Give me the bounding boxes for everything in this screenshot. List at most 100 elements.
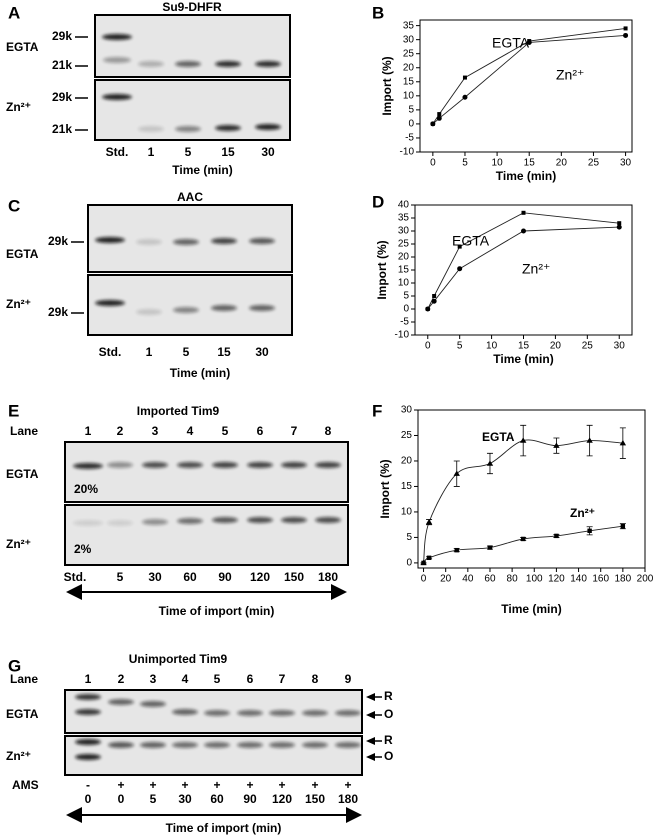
form-marker: O	[384, 749, 393, 763]
lane-note: 2%	[74, 542, 92, 556]
lane-label: 120	[250, 570, 270, 584]
size-marker: 29k	[52, 90, 72, 104]
y-tick-label: 5	[403, 291, 409, 302]
size-marker: 29k	[48, 305, 68, 319]
lane-number: 6	[257, 424, 264, 438]
lane-number: 6	[247, 672, 254, 686]
gel-title: Imported Tim9	[137, 404, 220, 418]
gel-band	[204, 710, 230, 716]
gel-band	[269, 742, 295, 748]
gel-band	[103, 57, 131, 63]
gel-band	[237, 710, 263, 716]
lane-label: Std.	[106, 145, 129, 159]
y-tick-label: 15	[403, 76, 415, 87]
lane-label: 5	[150, 792, 157, 806]
lane-label: 180	[338, 792, 358, 806]
series-line	[423, 525, 623, 564]
gel-band	[175, 61, 201, 67]
gel-band	[108, 699, 134, 705]
data-point	[623, 32, 629, 38]
lane-label: 0	[118, 792, 125, 806]
data-point	[430, 121, 436, 127]
gel-panel	[64, 504, 349, 566]
panel-letter: B	[372, 3, 384, 22]
lane-label: Std.	[99, 345, 122, 359]
series-label: Zn²⁺	[556, 67, 584, 83]
gel-band	[212, 462, 238, 468]
gel-band	[95, 237, 125, 243]
gel-band	[315, 517, 341, 523]
gel-title: Unimported Tim9	[129, 652, 228, 666]
lane-number: 7	[291, 424, 298, 438]
x-tick-label: 5	[462, 158, 468, 169]
gel-band	[215, 125, 241, 131]
data-point	[432, 294, 437, 298]
x-tick-label: 15	[524, 158, 536, 169]
x-axis-title: Time (min)	[496, 169, 556, 183]
data-point	[521, 228, 526, 234]
y-tick-label: -5	[400, 317, 409, 328]
x-tick-label: 180	[615, 574, 632, 585]
gel-band	[269, 710, 295, 716]
gel-band	[75, 739, 101, 745]
data-point	[616, 224, 622, 230]
lane-label: 30	[178, 792, 192, 806]
gel-band	[95, 300, 125, 306]
panel-letter: G	[8, 656, 21, 675]
data-point	[457, 266, 463, 272]
treatment-sign: -	[86, 778, 90, 792]
x-tick-label: 25	[588, 158, 600, 169]
gel-band	[204, 742, 230, 748]
row-label: EGTA	[6, 707, 39, 721]
gel-band	[136, 239, 162, 245]
data-point	[586, 437, 593, 443]
x-tick-label: 25	[582, 341, 594, 352]
y-tick-label: 5	[408, 105, 414, 116]
lane-label: 150	[305, 792, 325, 806]
gel-band	[215, 61, 241, 67]
treatment-sign: +	[117, 778, 124, 792]
gel-panel	[64, 441, 349, 503]
gel-band	[107, 462, 133, 468]
gel-panel	[94, 14, 291, 78]
form-marker: O	[384, 707, 393, 721]
x-tick-label: 0	[425, 341, 431, 352]
lane-label: 15	[217, 345, 231, 359]
treatment-sign: +	[344, 778, 351, 792]
data-point	[487, 545, 493, 550]
y-tick-label: 30	[403, 34, 415, 45]
y-tick-label: 5	[406, 532, 412, 543]
lane-label: 30	[148, 570, 162, 584]
form-marker: R	[384, 733, 393, 747]
gel-band	[211, 305, 237, 311]
gel-band	[175, 126, 201, 132]
gel-band	[255, 61, 281, 67]
x-tick-label: 0	[421, 574, 427, 585]
gel-band	[302, 710, 328, 716]
y-tick-label: 30	[401, 405, 413, 416]
treatment-sign: +	[311, 778, 318, 792]
x-tick-label: 30	[620, 158, 632, 169]
data-point	[617, 221, 622, 226]
marker-arrow	[366, 711, 375, 719]
y-tick-label: 0	[406, 558, 412, 569]
gel-band	[73, 463, 103, 469]
y-tick-label: 0	[403, 304, 409, 315]
treatment-sign: +	[278, 778, 285, 792]
gel-band	[136, 309, 162, 315]
gel-band	[281, 517, 307, 523]
gel-band	[212, 517, 238, 523]
y-tick-label: 25	[403, 48, 415, 59]
lane-number: 9	[345, 672, 352, 686]
x-tick-label: 5	[457, 341, 463, 352]
gel-band	[335, 710, 361, 716]
data-point	[520, 536, 526, 542]
treatment-sign: +	[213, 778, 220, 792]
gel-band	[249, 238, 275, 244]
data-point	[554, 533, 559, 539]
y-tick-label: 25	[398, 239, 410, 250]
x-tick-label: 0	[430, 158, 436, 169]
x-tick-label: 10	[492, 158, 504, 169]
data-point	[486, 460, 494, 466]
x-tick-label: 120	[548, 574, 565, 585]
